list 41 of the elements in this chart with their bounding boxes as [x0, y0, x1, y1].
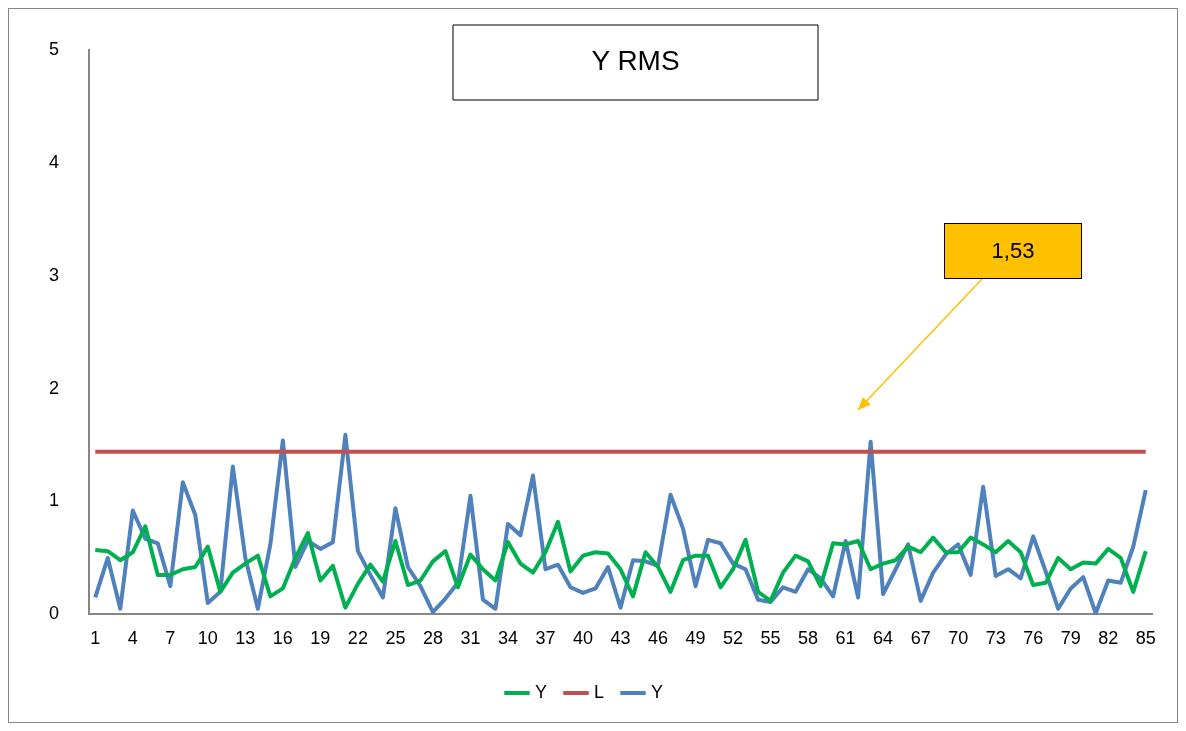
x-tick-label: 7: [165, 628, 176, 649]
x-tick-label: 64: [873, 628, 894, 649]
x-tick-label: 31: [460, 628, 481, 649]
x-tick-label: 1: [90, 628, 101, 649]
x-tick-label: 85: [1135, 628, 1156, 649]
y-tick-label: 3: [49, 264, 60, 285]
x-tick-label: 13: [235, 628, 256, 649]
y-tick-label: 2: [49, 377, 60, 398]
x-tick-label: 10: [197, 628, 218, 649]
x-tick-label: 61: [835, 628, 856, 649]
x-tick-label: 82: [1098, 628, 1119, 649]
x-tick-label: 67: [910, 628, 931, 649]
x-tick-label: 55: [760, 628, 781, 649]
legend-label: Y: [534, 681, 547, 702]
y-tick-label: 4: [49, 151, 60, 172]
x-tick-label: 46: [648, 628, 669, 649]
x-tick-label: 40: [572, 628, 593, 649]
x-tick-label: 16: [272, 628, 293, 649]
x-tick-label: 73: [985, 628, 1006, 649]
x-tick-label: 28: [422, 628, 443, 649]
x-tick-label: 25: [385, 628, 406, 649]
legend-label: L: [593, 681, 605, 702]
y-tick-label: 5: [49, 38, 60, 59]
legend-label: Y: [651, 681, 664, 702]
annotation: 1,53: [991, 238, 1035, 264]
x-tick-label: 34: [497, 628, 518, 649]
x-tick-label: 37: [535, 628, 556, 649]
chart-title: Y RMS: [591, 45, 680, 77]
x-tick-label: 4: [127, 628, 138, 649]
x-tick-label: 76: [1023, 628, 1044, 649]
callout-box: 1,53: [944, 223, 1082, 279]
x-tick-label: 70: [948, 628, 969, 649]
x-tick-label: 43: [610, 628, 631, 649]
x-tick-label: 58: [798, 628, 819, 649]
x-tick-label: 79: [1060, 628, 1081, 649]
x-tick-label: 52: [723, 628, 744, 649]
x-tick-label: 22: [347, 628, 368, 649]
y-tick-label: 0: [49, 603, 60, 624]
x-tick-label: 49: [685, 628, 706, 649]
y-tick-label: 1: [49, 490, 60, 511]
x-tick-label: 19: [310, 628, 331, 649]
